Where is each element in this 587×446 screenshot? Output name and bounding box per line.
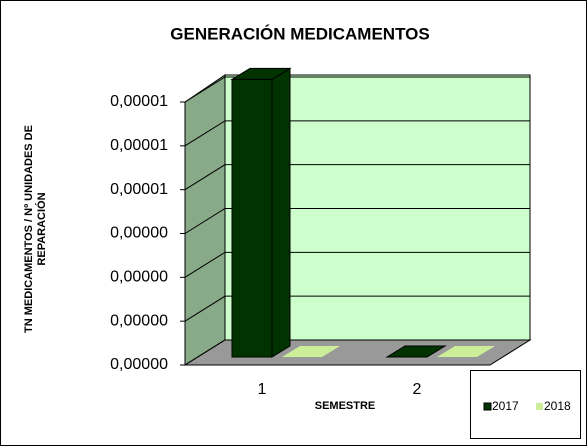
grid-line [184,295,530,322]
bar [437,346,495,357]
y-tick-label: 0,00000 [110,312,168,329]
grid-line [184,251,530,278]
bar-face [271,67,291,358]
legend-swatch [483,402,492,411]
grid-line [184,164,530,191]
legend-label: 2017 [492,399,519,413]
y-tick-label: 0,00000 [110,225,168,242]
x-tick-label: 1 [258,381,267,398]
y-tick-label: 0,00000 [110,269,168,286]
y-axis-title: TN MEDICAMENTOS / Nº UNIDADES DE REPARAC… [23,125,48,333]
bar-face [231,78,273,358]
grid-line [184,120,530,147]
side-wall [184,74,226,366]
grid-line [184,339,530,366]
bar [385,345,447,358]
bar [230,67,292,358]
legend-swatch [536,403,543,410]
y-tick-label: 0,00001 [110,93,168,110]
y-tick-label: 0,00000 [110,356,168,373]
bar [282,346,340,357]
grid-line [184,76,530,103]
x-tick-label: 2 [413,381,422,398]
x-axis-title: SEMESTRE [315,400,376,412]
y-tick-label: 0,00001 [110,181,168,198]
bar-face [230,67,292,80]
legend-label: 2018 [544,399,571,413]
grid-line [184,208,530,234]
y-tick-label: 0,00001 [110,137,168,154]
chart-title: GENERACIÓN MEDICAMENTOS [170,24,429,43]
y-axis-title-box: TN MEDICAMENTOS / Nº UNIDADES DE REPARAC… [23,125,48,333]
